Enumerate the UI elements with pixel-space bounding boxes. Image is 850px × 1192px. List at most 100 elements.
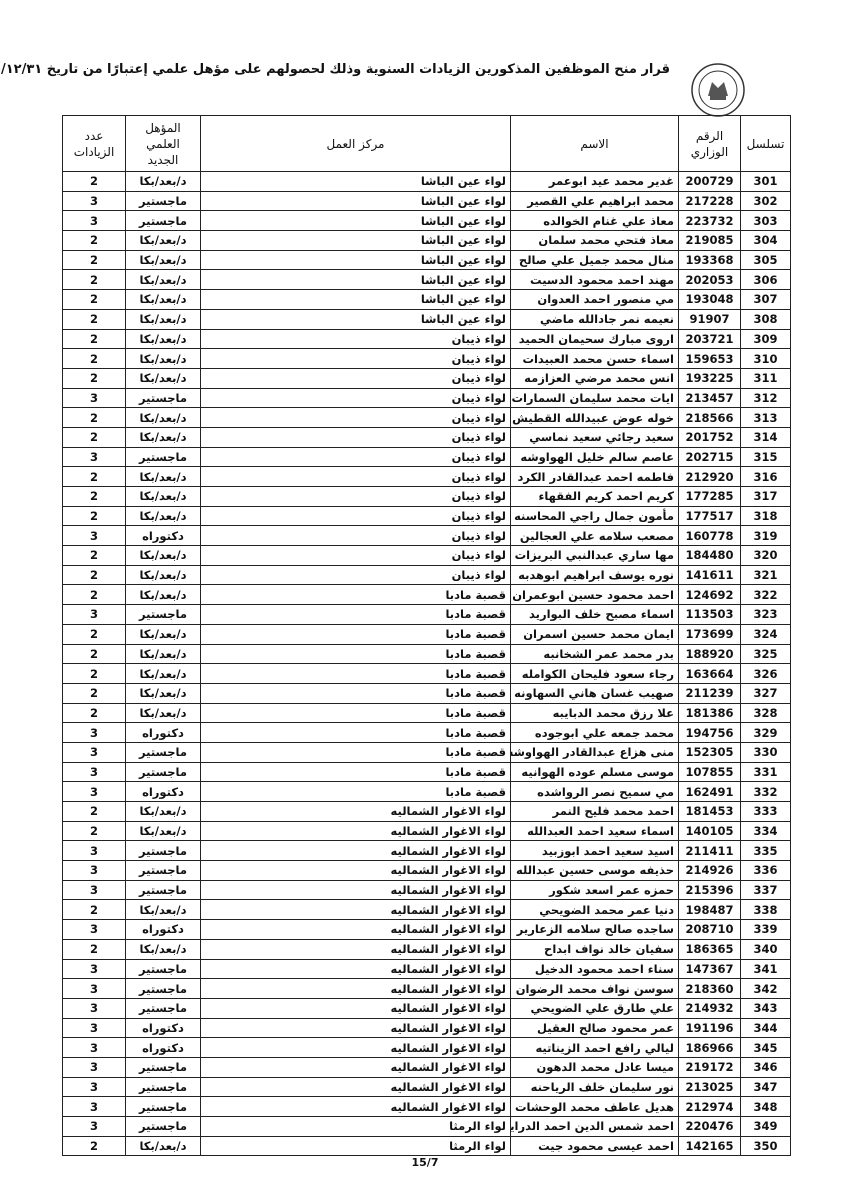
- table-cell: مي سميح نصر الرواشده: [510, 781, 679, 802]
- table-cell: 2: [62, 623, 126, 645]
- column-header: عدد الزيادات: [62, 115, 126, 172]
- table-row: 321 141611 نوره يوسف ابراهيم ابوهدبه لواء ذ…: [62, 564, 791, 586]
- table-cell: د/بعد/بكا: [125, 623, 201, 645]
- table-cell: د/بعد/بكا: [125, 367, 201, 389]
- header-row: تسلسل الرقم الوزاري الاسم مركز العمل المؤهل …: [62, 115, 791, 172]
- table-cell: 306: [740, 269, 791, 291]
- table-row: 311 193225 انس محمد مرضي العزازمه لواء ذيبا…: [62, 367, 791, 389]
- table-row: 302 217228 محمد ابراهيم علي القصير لواء عين…: [62, 190, 791, 212]
- table-cell: لواء ذيبان: [200, 505, 511, 527]
- table-cell: قصبة مادبا: [200, 741, 511, 763]
- table-cell: 2: [62, 367, 126, 389]
- table-cell: د/بعد/بكا: [125, 466, 201, 487]
- table-cell: اسماء سعيد احمد العبدالله: [510, 820, 679, 842]
- table-cell: 329: [740, 722, 791, 743]
- table-cell: قصبة مادبا: [200, 781, 511, 802]
- table-cell: دكتوراه: [125, 722, 201, 743]
- table-cell: ماجستير: [125, 840, 201, 862]
- table-cell: 218360: [678, 978, 741, 999]
- table-cell: 2: [62, 1135, 126, 1157]
- table-cell: 3: [62, 525, 126, 547]
- table-cell: حمزه عمر اسعد شكور: [510, 879, 679, 901]
- table-cell: دكتوراه: [125, 1037, 201, 1058]
- table-cell: لواء ذيبان: [200, 466, 511, 487]
- table-row: 330 152305 منى هزاع عبدالقادر الهواوشه قصبة…: [62, 741, 791, 763]
- table-cell: 316: [740, 466, 791, 487]
- table-cell: د/بعد/بكا: [125, 545, 201, 566]
- table-cell: مصعب سلامه علي العجالين: [510, 525, 679, 547]
- table-cell: بدر محمد عمر الشخانبه: [510, 643, 679, 665]
- table-row: 328 181386 علا رزق محمد الدبايبه قصبة مادبا…: [62, 702, 791, 724]
- table-cell: احمد عيسى محمود جيت: [510, 1135, 679, 1157]
- table-cell: نور سليمان خلف الرياحنه: [510, 1076, 679, 1098]
- table-row: 329 194756 محمد جمعه علي ابوجوده قصبة مادبا…: [62, 722, 791, 743]
- table-cell: لواء الاغوار الشماليه: [200, 879, 511, 901]
- table-cell: د/بعد/بكا: [125, 407, 201, 428]
- table-cell: 311: [740, 367, 791, 389]
- table-cell: ماجستير: [125, 1076, 201, 1098]
- table-cell: 307: [740, 289, 791, 310]
- table-cell: لواء الاغوار الشماليه: [200, 1037, 511, 1058]
- table-cell: لواء الرمثا: [200, 1135, 511, 1157]
- table-cell: 200729: [678, 171, 741, 192]
- table-row: 305 193368 منال محمد جميل علي صالح لواء عين…: [62, 249, 791, 271]
- page-number: 15/7: [411, 1156, 439, 1169]
- table-cell: خوله عوض عبيدالله القطيش: [510, 407, 679, 428]
- table-cell: دكتوراه: [125, 1017, 201, 1039]
- table-cell: 184480: [678, 545, 741, 566]
- table-cell: د/بعد/بكا: [125, 249, 201, 271]
- table-cell: محمد ابراهيم علي القصير: [510, 190, 679, 212]
- table-cell: ماجستير: [125, 761, 201, 783]
- table-cell: لواء الاغوار الشماليه: [200, 899, 511, 921]
- table-cell: 3: [62, 210, 126, 232]
- table-cell: 318: [740, 505, 791, 527]
- table-cell: 2: [62, 899, 126, 921]
- table-cell: 3: [62, 1116, 126, 1137]
- table-cell: د/بعد/بكا: [125, 426, 201, 448]
- table-cell: لواء الاغوار الشماليه: [200, 1056, 511, 1078]
- table-cell: لواء عين الباشا: [200, 308, 511, 330]
- table-cell: اسماء مصبح خلف البواريد: [510, 604, 679, 625]
- table-cell: ماجستير: [125, 387, 201, 409]
- table-cell: سناء احمد محمود الدخيل: [510, 958, 679, 980]
- table-cell: صهيب غسان هاني السهاونه: [510, 682, 679, 704]
- table-cell: 177517: [678, 505, 741, 527]
- table-row: 303 223732 معاذ علي غنام الخوالده لواء عين …: [62, 210, 791, 232]
- table-cell: 343: [740, 997, 791, 1019]
- table-cell: اسماء حسن محمد العبيدات: [510, 348, 679, 369]
- table-cell: 322: [740, 584, 791, 606]
- table-cell: لواء الاغوار الشماليه: [200, 938, 511, 960]
- table-cell: 3: [62, 1037, 126, 1058]
- table-cell: 339: [740, 919, 791, 940]
- table-cell: ماجستير: [125, 879, 201, 901]
- table-cell: عاصم سالم خليل الهواوشه: [510, 446, 679, 468]
- table-cell: د/بعد/بكا: [125, 801, 201, 822]
- table-cell: 2: [62, 308, 126, 330]
- table-cell: 330: [740, 741, 791, 763]
- table-cell: لواء عين الباشا: [200, 269, 511, 291]
- table-cell: انس محمد مرضي العزازمه: [510, 367, 679, 389]
- table-row: 333 181453 احمد محمد فليح النمر لواء الاغوا…: [62, 801, 791, 822]
- table-cell: لواء ذيبان: [200, 407, 511, 428]
- table-cell: 223732: [678, 210, 741, 232]
- table-cell: 3: [62, 446, 126, 468]
- table-cell: 338: [740, 899, 791, 921]
- table-cell: 188920: [678, 643, 741, 665]
- table-cell: 193048: [678, 289, 741, 310]
- table-row: 331 107855 موسى مسلم عوده الهوانيه قصبة ماد…: [62, 761, 791, 783]
- table-row: 332 162491 مي سميح نصر الرواشده قصبة مادبا د…: [62, 781, 791, 802]
- table-cell: 344: [740, 1017, 791, 1039]
- table-cell: 219172: [678, 1056, 741, 1078]
- table-cell: 202715: [678, 446, 741, 468]
- table-cell: ماجستير: [125, 190, 201, 212]
- table-cell: ساجده صالح سلامه الزعارير: [510, 919, 679, 940]
- table-cell: 309: [740, 328, 791, 350]
- table-cell: 3: [62, 722, 126, 743]
- table-cell: ماجستير: [125, 446, 201, 468]
- table-row: 319 160778 مصعب سلامه علي العجالين لواء ذيب…: [62, 525, 791, 547]
- table-row: 307 193048 مي منصور احمد العدوان لواء عين ا…: [62, 289, 791, 310]
- column-header: الرقم الوزاري: [678, 115, 741, 172]
- table-cell: لواء الاغوار الشماليه: [200, 801, 511, 822]
- table-cell: 319: [740, 525, 791, 547]
- table-row: 344 191196 عمر محمود صالح العقيل لواء الاغو…: [62, 1017, 791, 1039]
